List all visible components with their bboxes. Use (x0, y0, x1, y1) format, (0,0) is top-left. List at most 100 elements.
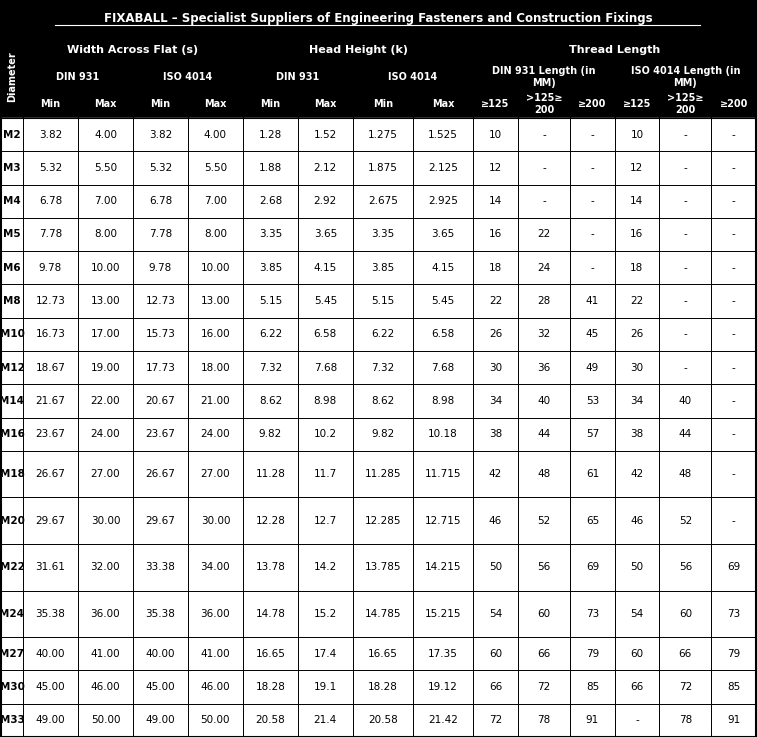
Bar (1, 590, 23, 638)
Text: 13.00: 13.00 (91, 296, 120, 306)
Bar (133, 351, 188, 384)
Bar (518, 251, 570, 284)
Bar (518, 284, 570, 318)
Bar (570, 671, 615, 704)
Bar (243, 590, 298, 638)
Bar (712, 418, 756, 451)
Bar (712, 351, 756, 384)
Bar (243, 318, 298, 351)
Text: 3.82: 3.82 (39, 130, 62, 139)
Text: 35.38: 35.38 (145, 609, 176, 619)
Bar (473, 451, 518, 497)
Bar (570, 451, 615, 497)
Bar (23, 90, 78, 118)
Bar (133, 118, 188, 151)
Text: Max: Max (95, 99, 117, 109)
Bar (570, 90, 615, 118)
Bar (23, 497, 78, 544)
Bar (413, 590, 473, 638)
Text: >125≥
200: >125≥ 200 (525, 93, 562, 115)
Bar (413, 384, 473, 418)
Text: M8: M8 (3, 296, 20, 306)
Bar (298, 351, 353, 384)
Text: -: - (732, 130, 736, 139)
Text: 24.00: 24.00 (201, 429, 230, 439)
Bar (188, 184, 243, 218)
Bar (413, 151, 473, 184)
Bar (659, 90, 712, 118)
Bar (298, 284, 353, 318)
Text: 1.525: 1.525 (428, 130, 458, 139)
Text: 78: 78 (537, 716, 550, 725)
Bar (188, 384, 243, 418)
Bar (298, 418, 353, 451)
Bar (1, 384, 23, 418)
Bar (23, 284, 78, 318)
Bar (133, 90, 188, 118)
Text: 19.00: 19.00 (91, 363, 120, 373)
Text: 5.50: 5.50 (204, 163, 227, 173)
Text: -: - (732, 163, 736, 173)
Bar (712, 251, 756, 284)
Bar (615, 384, 659, 418)
Text: 32: 32 (537, 329, 550, 339)
Bar (413, 251, 473, 284)
Bar (712, 118, 756, 151)
Text: 18.28: 18.28 (368, 682, 398, 692)
Bar (712, 90, 756, 118)
Text: 17.73: 17.73 (145, 363, 176, 373)
Bar (188, 351, 243, 384)
Bar (473, 64, 615, 90)
Text: Width Across Flat (s): Width Across Flat (s) (67, 45, 198, 55)
Text: -: - (542, 163, 546, 173)
Bar (243, 351, 298, 384)
Text: 46.00: 46.00 (91, 682, 120, 692)
Bar (243, 251, 298, 284)
Bar (473, 90, 518, 118)
Bar (353, 384, 413, 418)
Text: 38: 38 (631, 429, 643, 439)
Bar (353, 671, 413, 704)
Text: 38: 38 (489, 429, 502, 439)
Bar (188, 90, 243, 118)
Bar (615, 218, 659, 251)
Text: 29.67: 29.67 (36, 516, 65, 525)
Text: 24: 24 (537, 263, 550, 273)
Text: 10.00: 10.00 (91, 263, 120, 273)
Bar (659, 351, 712, 384)
Bar (615, 544, 659, 590)
Bar (659, 351, 712, 384)
Bar (298, 704, 353, 737)
Bar (353, 251, 413, 284)
Text: -: - (732, 196, 736, 206)
Bar (78, 671, 133, 704)
Text: 5.32: 5.32 (149, 163, 172, 173)
Bar (188, 118, 243, 151)
Bar (473, 318, 518, 351)
Text: 3.35: 3.35 (259, 229, 282, 240)
Bar (188, 284, 243, 318)
Bar (23, 218, 78, 251)
Bar (615, 384, 659, 418)
Bar (133, 497, 188, 544)
Bar (353, 590, 413, 638)
Text: DIN 931 Length (in
MM): DIN 931 Length (in MM) (492, 66, 596, 88)
Text: M2: M2 (3, 130, 20, 139)
Bar (570, 351, 615, 384)
Text: 1.28: 1.28 (259, 130, 282, 139)
Bar (615, 351, 659, 384)
Bar (353, 451, 413, 497)
Text: 66: 66 (537, 649, 550, 659)
Bar (413, 638, 473, 671)
Text: -: - (590, 130, 594, 139)
Text: 15.215: 15.215 (425, 609, 462, 619)
Bar (570, 671, 615, 704)
Bar (23, 36, 243, 64)
Bar (518, 544, 570, 590)
Text: 66: 66 (631, 682, 643, 692)
Bar (413, 590, 473, 638)
Bar (298, 184, 353, 218)
Text: 34: 34 (631, 396, 643, 406)
Text: -: - (684, 263, 687, 273)
Text: 85: 85 (586, 682, 599, 692)
